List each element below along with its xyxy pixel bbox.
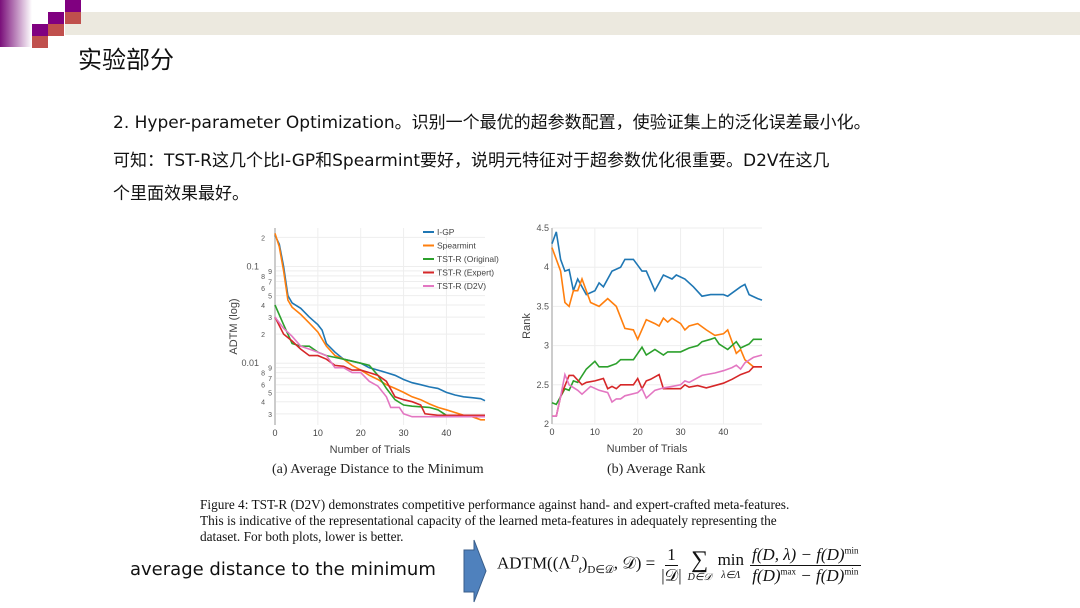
- series-line-tst-r-original-: [551, 336, 762, 406]
- x-axis-label: Number of Trials: [330, 444, 411, 456]
- formula-sum: ∑: [691, 547, 709, 573]
- slide-title: 实验部分: [78, 46, 174, 74]
- x-tick-label: 10: [590, 427, 600, 437]
- decor-square: [65, 0, 81, 12]
- y-tick-label: 3: [268, 412, 272, 419]
- y-tick-label: 6: [261, 383, 265, 390]
- y-axis-label: Rank: [521, 313, 533, 339]
- figure-caption-line: dataset. For both plots, lower is better…: [200, 529, 404, 544]
- decor-square: [65, 12, 81, 24]
- series-line-tst-r-d2v-: [552, 354, 763, 417]
- y-tick-label: 5: [268, 390, 272, 397]
- paragraph-line: 个里面效果最好。: [113, 184, 249, 204]
- formula-card: |𝒟|: [661, 566, 682, 585]
- paragraph-line: 可知：TST-R这几个比I-GP和Spearmint要好，说明元特征对于超参数优…: [113, 151, 830, 171]
- formula-minsub: λ∈Λ: [721, 570, 741, 581]
- adtm-formula: ADTM((ΛDt)D∈𝒟, 𝒟) = 1 |𝒟| ∑ D∈𝒟 min λ∈Λ f(D…: [497, 545, 861, 586]
- series-line-spearmint: [551, 247, 762, 368]
- formula-paren: ): [581, 554, 588, 574]
- formula-den: − f(D): [796, 566, 845, 585]
- formula-den: f(D): [752, 566, 781, 585]
- x-tick-label: 20: [356, 428, 366, 438]
- formula-eq: , 𝒟) =: [613, 554, 656, 574]
- formula-densup: max: [780, 566, 797, 577]
- header-gradient-bar: [0, 0, 32, 47]
- figure-caption-line: Figure 4: TST-R (D2V) demonstrates compe…: [200, 497, 790, 512]
- y-tick-label: 5: [268, 294, 272, 301]
- y-tick-label: 7: [268, 376, 272, 383]
- y-tick-label: 9: [268, 269, 272, 276]
- legend-label: TST-R (Original): [437, 254, 499, 264]
- y-tick-label: 4.5: [536, 223, 549, 233]
- figure-caption-line: This is indicative of the representation…: [200, 513, 777, 528]
- y-tick-label: 2.5: [536, 380, 549, 390]
- decor-square: [48, 12, 64, 24]
- decor-square: [48, 24, 64, 36]
- formula-densup: min: [844, 566, 859, 577]
- x-tick-label: 30: [399, 428, 409, 438]
- x-tick-label: 20: [633, 427, 643, 437]
- formula-lhs: ADTM((Λ: [497, 554, 571, 574]
- legend-label: Spearmint: [437, 241, 476, 251]
- formula-num: f(D, λ) − f(D): [752, 545, 845, 564]
- series-line-tst-r-expert-: [274, 316, 485, 417]
- decor-square: [32, 36, 48, 48]
- caption-b: (b) Average Rank: [607, 462, 706, 477]
- right-arrow-icon: [463, 539, 487, 603]
- y-tick-label: 3: [268, 315, 272, 322]
- legend-label: I-GP: [437, 227, 455, 237]
- y-tick-label: 3: [544, 341, 549, 351]
- y-tick-label: 8: [261, 274, 265, 281]
- y-tick-label: 6: [261, 286, 265, 293]
- x-tick-label: 40: [441, 428, 451, 438]
- header-band: [65, 12, 1080, 35]
- y-axis-label: ADTM (log): [228, 298, 240, 354]
- y-tick-label: 2: [544, 419, 549, 429]
- y-tick-label: 3.5: [536, 301, 549, 311]
- series-line-tst-r-original-: [274, 304, 485, 417]
- series-line-tst-r-d2v-: [274, 316, 485, 418]
- y-tick-label: 8: [261, 371, 265, 378]
- x-tick-label: 40: [718, 427, 728, 437]
- formula-sub: t: [578, 564, 582, 577]
- formula-sumsub: D∈𝒟: [687, 572, 712, 583]
- bottom-text: average distance to the minimum: [130, 559, 436, 580]
- y-tick-label: 7: [268, 279, 272, 286]
- formula-numsup: min: [844, 545, 859, 556]
- x-tick-label: 0: [272, 428, 277, 438]
- y-tick-label: 9: [268, 366, 272, 373]
- legend-label: TST-R (Expert): [437, 268, 494, 278]
- y-tick-label: 2: [261, 332, 265, 339]
- decor-square: [32, 24, 48, 36]
- legend-label: TST-R (D2V): [437, 281, 486, 291]
- x-tick-label: 10: [313, 428, 323, 438]
- formula-sup: D: [570, 553, 579, 566]
- y-tick-label: 4: [261, 400, 265, 407]
- x-tick-label: 30: [676, 427, 686, 437]
- x-tick-label: 0: [549, 427, 554, 437]
- formula-subD: D∈𝒟: [587, 564, 614, 577]
- y-tick-label: 2: [261, 235, 265, 242]
- series-line-spearmint: [274, 233, 485, 421]
- series-line-i-gp: [551, 231, 763, 301]
- y-tick-label: 4: [261, 303, 265, 310]
- y-tick-label: 0.1: [246, 262, 259, 272]
- formula-one: 1: [665, 545, 678, 566]
- y-tick-label: 0.01: [241, 358, 259, 368]
- y-tick-label: 4: [544, 262, 549, 272]
- caption-a: (a) Average Distance to the Minimum: [272, 462, 484, 477]
- series-line-i-gp: [274, 234, 486, 402]
- formula-min: min: [717, 550, 745, 569]
- paragraph-line: 2. Hyper-parameter Optimization。识别一个最优的超…: [113, 113, 871, 133]
- figure-caption: Figure 4: TST-R (D2V) demonstrates compe…: [200, 497, 789, 545]
- x-axis-label: Number of Trials: [607, 443, 688, 455]
